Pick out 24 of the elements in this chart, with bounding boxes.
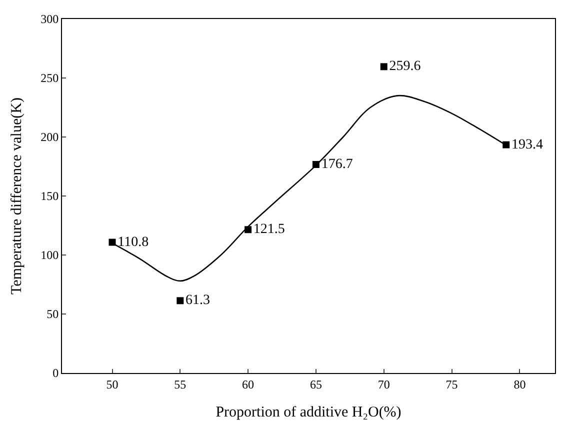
y-tick-label: 250 [40,71,59,86]
y-tick-label: 50 [46,307,59,322]
x-tick-label: 80 [514,377,526,392]
point [176,297,184,304]
x-tick-label: 50 [106,377,118,392]
x-tick-label: 55 [174,377,186,392]
x-tick-label: 60 [242,377,254,392]
data-label: 61.3 [186,293,210,308]
point [380,63,388,70]
data-label: 193.4 [511,137,543,152]
data-label: 121.5 [253,222,285,238]
x-tick-label: 65 [310,377,322,392]
y-tick-label: 300 [40,12,59,26]
y-axis-title: Temperature difference value(K) [8,98,25,294]
data-label: 176.7 [321,156,353,172]
data-label: 110.8 [118,234,149,250]
y-tick-label: 150 [40,189,59,204]
y-tick-label: 100 [40,248,59,262]
x-tick-label: 75 [446,377,458,392]
x-axis-title: Proportion of additive H₂O(%) [216,404,402,420]
data-label: 259.6 [389,59,421,74]
x-tick-label: 70 [378,377,390,392]
y-tick-label: 0 [52,366,59,380]
y-tick-label: 200 [40,130,59,144]
